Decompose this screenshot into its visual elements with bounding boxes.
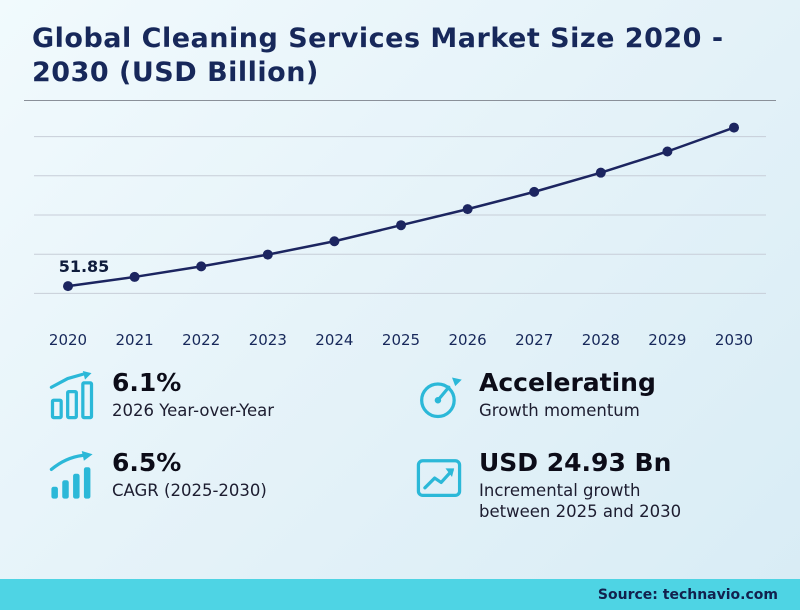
svg-text:51.85: 51.85 bbox=[59, 257, 110, 276]
market-size-line-chart: 2020 2021 2022 2023 2024 2025 2026 2027 2028 2029… bbox=[34, 122, 766, 349]
incremental-value: USD 24.93 Bn bbox=[479, 447, 672, 477]
cagr-value: 6.5% bbox=[112, 447, 182, 477]
stats-grid: 6.1% 2026 Year-over-Year Accelerating Gr… bbox=[0, 355, 800, 523]
svg-text:2020: 2020 bbox=[49, 331, 87, 349]
svg-text:2026: 2026 bbox=[449, 331, 487, 349]
svg-text:2030: 2030 bbox=[715, 331, 753, 349]
bar-chart-icon bbox=[49, 370, 94, 419]
gauge-icon bbox=[420, 377, 462, 418]
momentum-caption: Growth momentum bbox=[479, 401, 640, 421]
svg-text:2027: 2027 bbox=[515, 331, 553, 349]
yoy-value: 6.1% bbox=[112, 367, 182, 397]
stat-momentum: Accelerating Growth momentum bbox=[413, 367, 770, 423]
svg-text:2025: 2025 bbox=[382, 331, 420, 349]
incremental-caption: Incremental growth between 2025 and 2030 bbox=[479, 481, 682, 521]
page-title: Global Cleaning Services Market Size 202… bbox=[32, 23, 724, 88]
stat-incremental-growth: USD 24.93 Bn Incremental growth between … bbox=[413, 447, 770, 523]
yoy-caption: 2026 Year-over-Year bbox=[112, 401, 275, 421]
chart-area: 2020 2021 2022 2023 2024 2025 2026 2027 2028 2029… bbox=[18, 103, 782, 355]
momentum-value: Accelerating bbox=[479, 367, 656, 397]
stat-cagr: 6.5% CAGR (2025-2030) bbox=[46, 447, 403, 523]
stat-yoy: 6.1% 2026 Year-over-Year bbox=[46, 367, 403, 423]
svg-text:2029: 2029 bbox=[648, 331, 686, 349]
svg-text:2028: 2028 bbox=[582, 331, 620, 349]
svg-text:2023: 2023 bbox=[249, 331, 287, 349]
growth-bars-icon bbox=[49, 450, 93, 499]
title-divider bbox=[24, 99, 776, 101]
source-bar: Source: technavio.com bbox=[0, 579, 800, 610]
svg-text:2022: 2022 bbox=[182, 331, 220, 349]
source-attribution: Source: technavio.com bbox=[597, 586, 778, 603]
svg-text:2024: 2024 bbox=[315, 331, 353, 349]
svg-text:2021: 2021 bbox=[116, 331, 154, 349]
cagr-caption: CAGR (2025-2030) bbox=[112, 481, 267, 501]
chart-box-icon bbox=[416, 458, 462, 497]
